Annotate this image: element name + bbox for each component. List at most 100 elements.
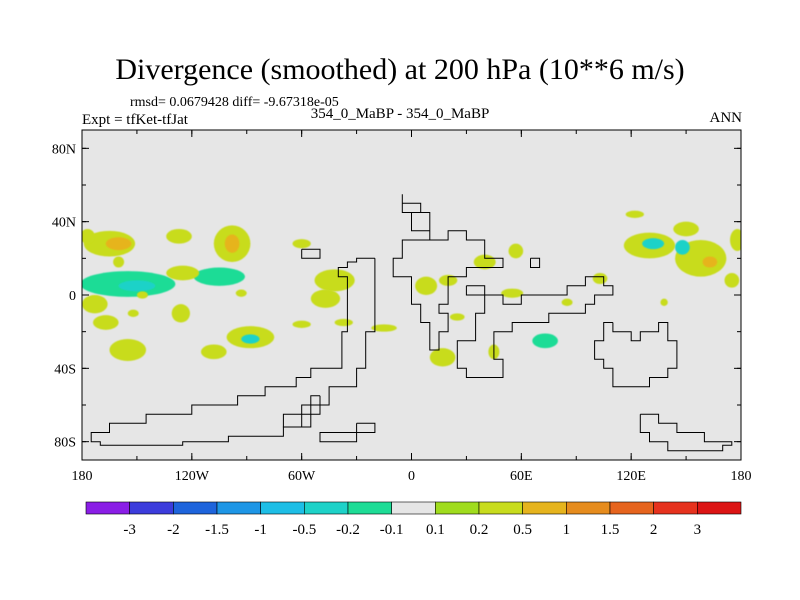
x-tick-label: 120W (175, 469, 210, 484)
x-tick-label: 60W (288, 469, 316, 484)
x-tick-label: 0 (408, 469, 415, 484)
divergence-contour (136, 291, 148, 299)
colorbar-swatch (391, 501, 436, 515)
colorbar-label: 1 (563, 522, 571, 538)
y-axis: 80N 40N 0 40S 80S (52, 142, 741, 451)
colorbar-label: -1.5 (205, 522, 229, 538)
divergence-contour (292, 239, 311, 249)
colorbar-label: -2 (167, 522, 180, 538)
divergence-contour (334, 318, 353, 327)
colorbar-label: -3 (123, 522, 136, 538)
y-tick-label: 40S (54, 362, 76, 377)
colorbar-label: -0.5 (292, 522, 316, 538)
divergence-contour (673, 221, 699, 237)
y-tick-label: 80N (52, 142, 76, 157)
divergence-contour (561, 298, 573, 307)
divergence-contour (371, 324, 397, 332)
colorbar-swatch (85, 501, 130, 515)
coastline (530, 257, 541, 268)
period-label: 354_0_MaBP - 354_0_MaBP (310, 106, 490, 122)
divergence-contour (449, 313, 465, 321)
divergence-contour (310, 289, 341, 308)
colorbar: -3 -2 -1.5 -1 -0.5 -0.2 -0.1 0.1 0.2 0.5 1 1.5 2 3 (85, 501, 742, 538)
divergence-contour (109, 339, 147, 361)
divergence-contour (314, 269, 355, 292)
divergence-contour (200, 344, 227, 360)
stats-text: rmsd= 0.0679428 diff= -9.67318e-05 (130, 95, 339, 110)
coastline (301, 248, 321, 259)
divergence-contour (429, 348, 456, 367)
colorbar-swatch (173, 501, 218, 515)
coastlines (90, 194, 733, 452)
divergence-contour (82, 229, 95, 244)
colorbar-swatch (478, 501, 523, 515)
divergence-contour (127, 309, 139, 318)
chart-title: Divergence (smoothed) at 200 hPa (10**6 … (115, 53, 685, 86)
coastline (639, 413, 733, 452)
divergence-contour (508, 243, 524, 259)
x-tick-label: 180 (72, 469, 93, 484)
divergence-contour (642, 238, 665, 250)
divergence-field (82, 210, 741, 367)
divergence-contour (660, 298, 668, 307)
colorbar-label: 2 (650, 522, 658, 538)
experiment-label: Expt = tfKet-tfJat (82, 112, 188, 128)
divergence-contour (105, 237, 132, 251)
divergence-contour (592, 273, 608, 284)
divergence-contour (171, 304, 191, 323)
divergence-contour (113, 256, 125, 268)
colorbar-swatch (129, 501, 174, 515)
colorbar-swatch (347, 501, 392, 515)
colorbar-swatch (304, 501, 349, 515)
y-tick-label: 80S (54, 436, 76, 451)
coastline (594, 322, 678, 388)
colorbar-swatch (522, 501, 567, 515)
colorbar-label: -1 (254, 522, 267, 538)
colorbar-label: 0.1 (426, 522, 445, 538)
x-axis: 180 120W 60W 0 60E 120E 180 (72, 130, 752, 484)
colorbar-swatch (216, 501, 261, 515)
colorbar-swatch (435, 501, 480, 515)
divergence-contour (92, 315, 119, 330)
colorbar-label: 1.5 (601, 522, 620, 538)
colorbar-swatch (260, 501, 305, 515)
divergence-contour (224, 234, 240, 253)
divergence-contour (532, 333, 558, 349)
divergence-contour (292, 320, 311, 329)
colorbar-label: 0.2 (470, 522, 489, 538)
divergence-contour (166, 265, 200, 281)
colorbar-label: -0.1 (380, 522, 404, 538)
x-tick-label: 180 (731, 469, 752, 484)
divergence-contour (702, 256, 718, 268)
colorbar-label: 0.5 (513, 522, 532, 538)
divergence-contour (166, 229, 192, 244)
x-tick-label: 120E (616, 469, 646, 484)
divergence-contour (415, 276, 438, 296)
y-tick-label: 0 (69, 289, 76, 304)
coastline (90, 257, 376, 446)
y-tick-label: 40N (52, 216, 76, 231)
coastline (319, 422, 376, 443)
divergence-contour (193, 267, 245, 286)
coastline (456, 276, 614, 378)
divergence-contour (501, 288, 524, 298)
colorbar-label: 3 (694, 522, 702, 538)
divergence-contour (241, 334, 260, 344)
x-tick-label: 60E (510, 469, 533, 484)
divergence-contour (235, 289, 247, 297)
colorbar-label: -0.2 (336, 522, 360, 538)
coastline (392, 194, 504, 351)
coastline (282, 395, 321, 428)
colorbar-swatch (697, 501, 742, 515)
divergence-contour (82, 295, 108, 314)
colorbar-swatch (609, 501, 654, 515)
divergence-contour (118, 280, 156, 292)
divergence-contour (724, 273, 740, 288)
divergence-contour (730, 229, 741, 251)
colorbar-swatch (653, 501, 698, 515)
colorbar-swatch (566, 501, 611, 515)
season-label: ANN (709, 110, 743, 126)
divergence-contour (625, 210, 644, 218)
